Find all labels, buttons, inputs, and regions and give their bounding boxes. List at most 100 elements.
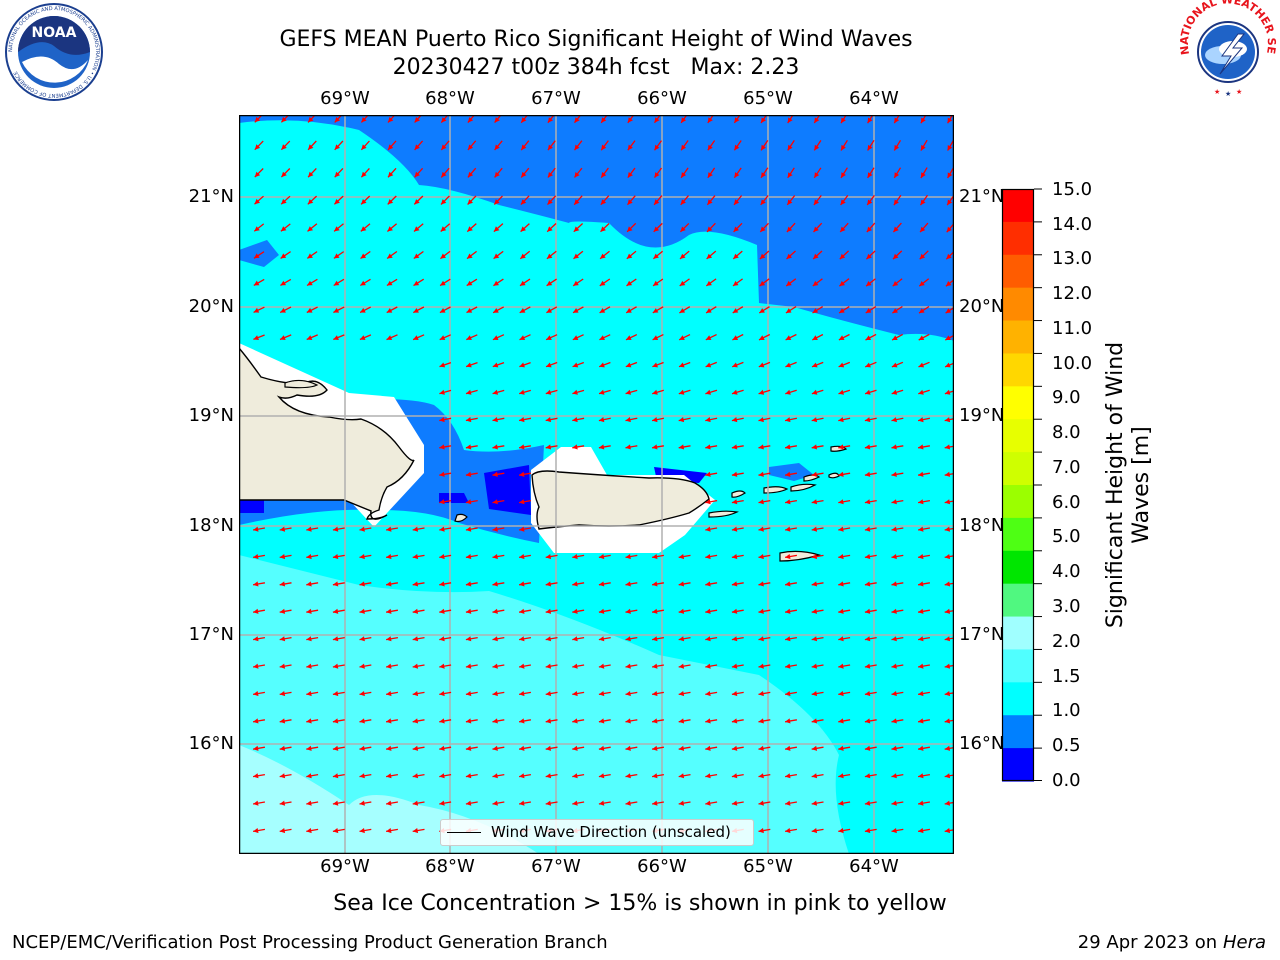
wave-arrow (280, 195, 291, 205)
cb-tick-4: 4.0 (1052, 561, 1081, 582)
wave-arrow (838, 800, 851, 806)
wave-arrow (678, 608, 691, 614)
cb-tick-5: 5.0 (1052, 526, 1081, 547)
wave-arrow (786, 195, 796, 206)
wave-arrow (334, 167, 344, 178)
wave-arrow (254, 168, 264, 178)
wave-arrow (679, 222, 690, 233)
wave-arrow (892, 305, 903, 314)
wave-arrow (891, 499, 904, 505)
wave-arrow (518, 800, 532, 806)
wave-arrow (733, 140, 742, 151)
wave-arrow (359, 581, 372, 587)
wave-arrow (360, 195, 371, 205)
wave-arrow (944, 499, 954, 505)
wave-arrow (919, 194, 929, 206)
wave-arrow (518, 636, 532, 642)
wave-arrow (891, 444, 904, 450)
wave-arrow (651, 745, 665, 751)
wave-arrow (864, 773, 877, 779)
wave-arrow (625, 745, 638, 751)
wave-arrow (786, 250, 796, 260)
wave-arrow (598, 745, 611, 751)
wave-arrow (465, 581, 478, 587)
wave-arrow (811, 718, 824, 724)
wave-arrow (864, 745, 877, 751)
wave-arrow (572, 278, 584, 287)
wave-arrow (412, 526, 425, 532)
cb-tick-14: 14.0 (1052, 214, 1093, 235)
wave-arrow (891, 828, 904, 834)
wave-arrow (865, 278, 876, 287)
wave-arrow (758, 581, 771, 587)
wave-arrow (465, 745, 478, 751)
wave-arrow (306, 718, 319, 724)
wave-arrow (386, 306, 398, 314)
wave-arrow (492, 718, 505, 724)
wave-arrow (840, 167, 848, 179)
wave-arrow (492, 745, 505, 751)
wave-arrow (625, 417, 638, 423)
wave-arrow (705, 745, 718, 751)
wave-arrow (758, 691, 771, 697)
wave-arrow (944, 828, 954, 834)
wave-arrow (705, 417, 718, 423)
wave-arrow (598, 361, 611, 368)
wave-arrow (439, 636, 452, 642)
wave-arrow (279, 691, 292, 697)
wave-arrow (625, 581, 638, 587)
wave-arrow (731, 745, 744, 751)
wave-arrow (705, 361, 718, 368)
wave-arrow (572, 306, 584, 314)
lat-label-left-17n: 17°N (188, 624, 234, 645)
wave-arrow (917, 581, 931, 587)
wave-arrow (678, 417, 691, 423)
wave-arrow (519, 278, 531, 287)
wave-arrow (917, 471, 931, 477)
wave-arrow (627, 115, 635, 124)
wave-arrow (758, 361, 771, 368)
wave-arrow (652, 306, 664, 314)
wave-arrow (625, 691, 638, 697)
wave-arrow (917, 691, 931, 697)
wave-arrow (944, 773, 954, 779)
wave-arrow (625, 718, 638, 724)
cb-tick-11: 11.0 (1052, 318, 1093, 339)
wave-arrow (440, 115, 449, 124)
wave-arrow (679, 250, 690, 260)
wave-arrow (651, 773, 665, 779)
wave-arrow (678, 718, 691, 724)
wave-arrow (279, 608, 292, 614)
wave-arrow (678, 800, 691, 806)
wave-arrow (678, 444, 691, 450)
wave-arrow (812, 250, 823, 260)
wave-arrow (732, 250, 743, 260)
lat-label-left-19n: 19°N (188, 405, 234, 426)
wave-arrow (412, 718, 425, 724)
wave-arrow (520, 115, 529, 124)
wave-arrow (439, 306, 451, 314)
wave-arrow (652, 278, 664, 287)
wave-arrow (333, 334, 345, 341)
wave-arrow (758, 389, 771, 395)
wave-arrow (492, 361, 505, 368)
wave-arrow (572, 581, 585, 587)
wave-arrow (386, 278, 398, 287)
wave-arrow (466, 334, 478, 341)
wave-arrow (332, 773, 345, 779)
wave-arrow (651, 608, 665, 614)
wave-arrow (279, 334, 292, 341)
wave-arrow (306, 334, 318, 341)
wave-arrow (520, 195, 530, 206)
wave-arrow (919, 250, 929, 260)
wave-arrow (599, 306, 611, 314)
wave-arrow (572, 745, 585, 751)
wave-arrow (811, 663, 824, 669)
wave-arrow (572, 718, 585, 724)
wave-arrow (545, 389, 558, 395)
wave-arrow (626, 278, 637, 287)
wave-arrow (731, 361, 744, 368)
wave-arrow (598, 444, 611, 450)
wave-arrow (652, 334, 664, 341)
wave-arrow (573, 167, 583, 178)
